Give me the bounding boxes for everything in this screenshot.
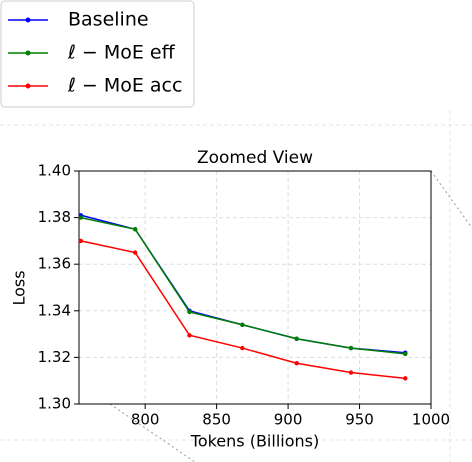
- zoom-connector: [109, 403, 196, 462]
- y-tick-label: 1.30: [38, 395, 71, 413]
- data-point: [240, 322, 245, 327]
- background-grid: [0, 110, 472, 462]
- data-point: [403, 376, 408, 381]
- x-axis-label: Tokens (Billions): [190, 432, 319, 451]
- legend-label: ℓ − MoE acc: [67, 75, 182, 97]
- data-point: [240, 345, 245, 351]
- y-axis-label: Loss: [10, 270, 29, 305]
- legend: [0, 0, 195, 108]
- legend-marker: [25, 17, 31, 23]
- data-point: [132, 227, 138, 232]
- x-tick-label: 800: [131, 411, 160, 429]
- data-point: [78, 215, 84, 220]
- y-tick-label: 1.32: [38, 348, 71, 366]
- x-tick-label: 950: [345, 411, 374, 429]
- x-tick-label: 1000: [412, 411, 450, 429]
- y-tick-label: 1.38: [38, 208, 71, 226]
- axes-frame: [78, 170, 432, 405]
- data-point: [294, 361, 299, 366]
- data-point: [132, 250, 138, 255]
- x-tick-label: 900: [274, 411, 303, 429]
- chart-title: Zoomed View: [197, 148, 313, 168]
- data-point: [348, 370, 354, 375]
- legend-label: ℓ − MoE eff: [67, 42, 176, 64]
- legend-label: Baseline: [68, 9, 149, 31]
- data-point: [78, 238, 84, 244]
- data-point: [348, 345, 354, 351]
- legend-marker: [25, 83, 31, 89]
- zoom-connector: [430, 170, 472, 229]
- data-point: [294, 336, 299, 341]
- y-tick-label: 1.36: [38, 255, 71, 273]
- x-tick-label: 850: [202, 411, 231, 429]
- y-tick-label: 1.34: [38, 301, 71, 319]
- data-point: [187, 333, 192, 338]
- plot-area: [79, 171, 431, 404]
- data-point: [187, 309, 192, 315]
- y-tick-label: 1.40: [38, 162, 71, 180]
- legend-marker: [25, 50, 31, 56]
- data-point: [403, 351, 408, 357]
